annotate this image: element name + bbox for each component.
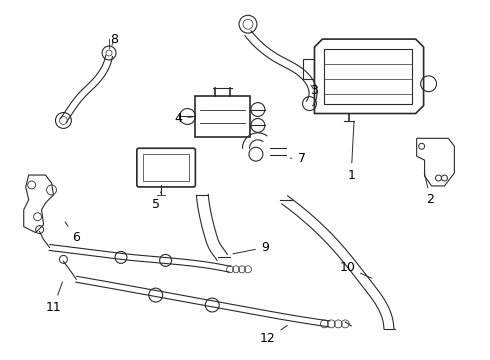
- Text: 9: 9: [233, 241, 269, 254]
- Bar: [143, 154, 190, 181]
- Text: 2: 2: [424, 173, 435, 206]
- Text: 12: 12: [260, 325, 287, 345]
- Text: 11: 11: [46, 282, 63, 314]
- Bar: [324, 49, 412, 104]
- Text: 5: 5: [152, 190, 162, 211]
- Text: 7: 7: [291, 152, 306, 165]
- Bar: [302, 59, 315, 79]
- Text: 4: 4: [174, 112, 193, 125]
- Text: 10: 10: [339, 261, 371, 278]
- Text: 6: 6: [65, 222, 80, 244]
- Text: 1: 1: [347, 121, 355, 181]
- Bar: [196, 96, 250, 137]
- Text: 8: 8: [110, 33, 118, 46]
- Text: 3: 3: [311, 84, 319, 97]
